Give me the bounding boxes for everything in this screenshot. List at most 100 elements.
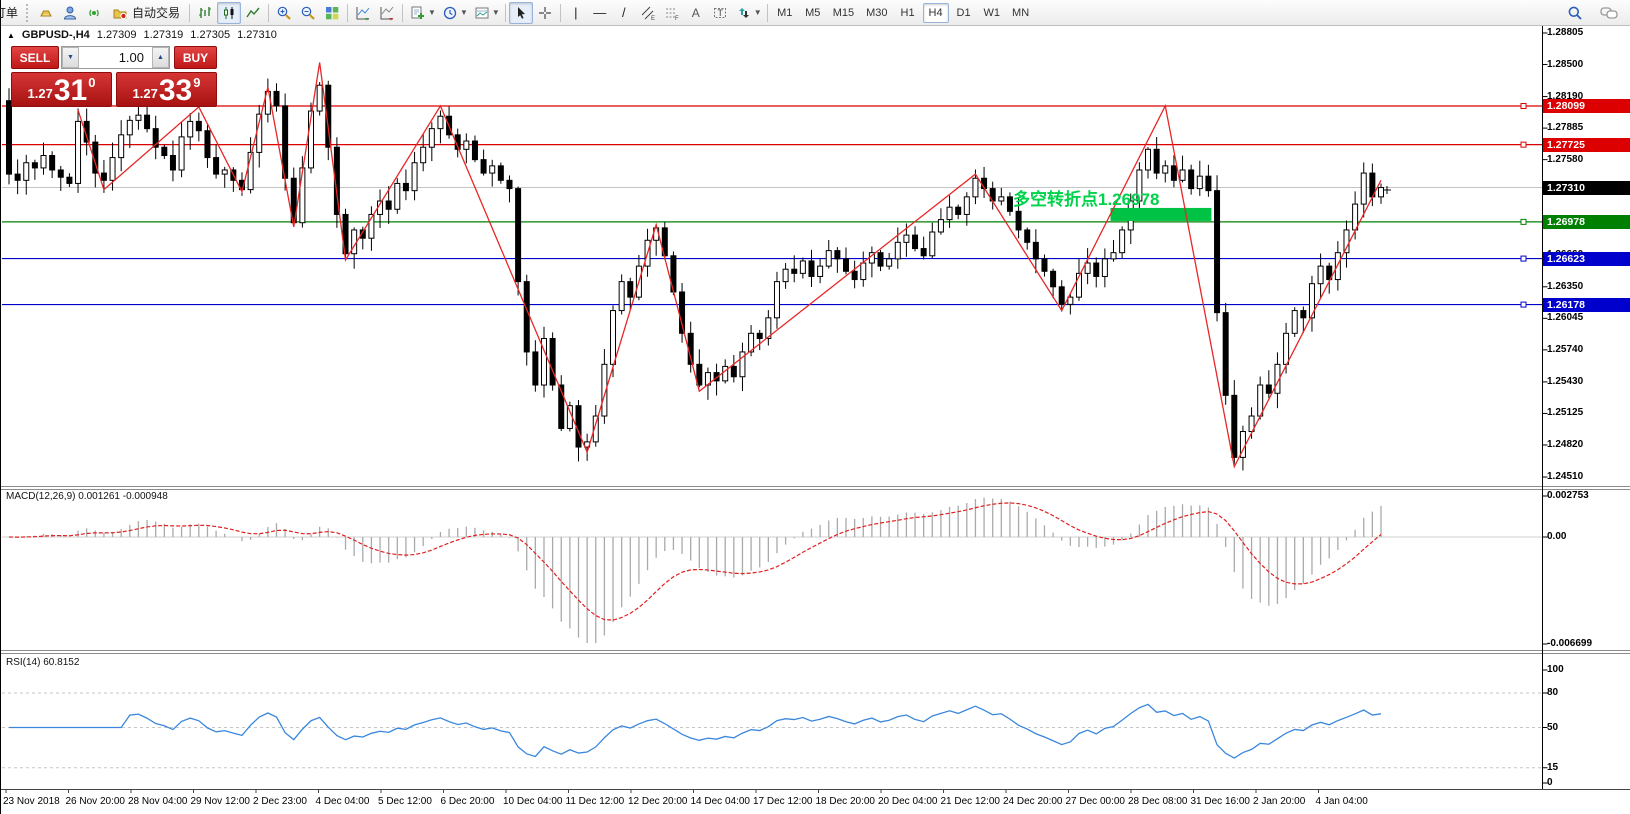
fibonacci-icon[interactable]: F	[660, 2, 684, 24]
one-click-trading-panel: SELL ▼ 1.00 ▲ BUY 1.27 31 0 1.27 33 9	[11, 46, 217, 107]
price-tag: 1.27725	[1543, 137, 1630, 152]
ohlc-low: 1.27305	[190, 29, 231, 41]
user-icon[interactable]	[58, 2, 82, 24]
separator	[347, 3, 349, 22]
signal-icon[interactable]	[82, 2, 106, 24]
trendline-icon[interactable]: /	[621, 5, 626, 20]
time-axis-label: 24 Dec 20:00	[1003, 796, 1063, 807]
time-axis-label: 17 Dec 12:00	[753, 796, 813, 807]
time-axis-label: 2 Jan 20:00	[1253, 796, 1306, 807]
svg-text:T: T	[717, 8, 723, 18]
timeframe-group: M1 M5 M15 M30 H1 H4 D1 W1 MN	[771, 2, 1035, 23]
volume-decrease-button[interactable]: ▼	[62, 47, 79, 68]
symbol-name: GBPUSD-,H4	[21, 29, 90, 41]
price-axis-label: 1.28805	[1547, 27, 1584, 38]
rsi-axis-label: 15	[1547, 761, 1559, 773]
candlestick-chart-icon[interactable]	[217, 1, 242, 24]
cursor-icon[interactable]	[508, 1, 533, 24]
price-tag: 1.27310	[1543, 180, 1630, 195]
separator	[189, 3, 191, 22]
time-axis-label: 4 Jan 04:00	[1315, 796, 1368, 807]
price-tag: 1.26623	[1543, 251, 1630, 266]
time-axis-label: 11 Dec 12:00	[565, 796, 625, 807]
macd-axis-label: -0.006699	[1547, 638, 1593, 649]
macd-axis-label: 0.002753	[1547, 490, 1589, 501]
buy-price-display[interactable]: 1.27 33 9	[116, 72, 217, 107]
autotrade-button[interactable]: 自动交易	[106, 2, 186, 24]
symbol-header: ▲ GBPUSD-,H4 1.27309 1.27319 1.27305 1.2…	[7, 29, 277, 41]
profiles-dropdown[interactable]: ▼	[459, 8, 468, 17]
zoom-in-icon[interactable]	[272, 2, 296, 24]
buy-price-pip: 9	[193, 75, 201, 90]
ohlc-open: 1.27309	[96, 29, 137, 41]
price-axis-label: 1.28190	[1547, 90, 1584, 102]
price-axis-label: 1.26045	[1547, 312, 1584, 324]
timeframe-button-m15[interactable]: M15	[832, 6, 855, 19]
time-axis-label: 18 Dec 20:00	[815, 796, 876, 807]
rsi-value: 60.8152	[43, 657, 80, 668]
text-icon[interactable]: A	[691, 5, 700, 20]
profiles-clock-icon[interactable]	[438, 2, 462, 24]
time-axis-label: 10 Dec 04:00	[503, 796, 563, 807]
ohlc-high: 1.27319	[143, 29, 184, 41]
chat-icon[interactable]	[1597, 2, 1621, 24]
timeframe-button-m5[interactable]: M5	[805, 6, 821, 19]
text-label-icon[interactable]: T	[708, 2, 732, 24]
time-axis-label: 6 Dec 20:00	[440, 796, 495, 807]
shapes-icon[interactable]	[732, 2, 756, 24]
volume-increase-button[interactable]: ▲	[152, 47, 169, 68]
price-tag: 1.28099	[1543, 98, 1630, 113]
line-chart-icon[interactable]	[241, 2, 265, 24]
gold-icon[interactable]	[34, 2, 58, 24]
channel-icon[interactable]: E	[636, 2, 660, 24]
time-axis-label: 29 Nov 12:00	[190, 796, 251, 807]
time-axis-label: 23 Nov 2018	[3, 796, 60, 807]
time-axis-label: 20 Dec 04:00	[878, 796, 938, 807]
timeframe-button-m30[interactable]: M30	[866, 6, 888, 19]
time-axis-label: 5 Dec 12:00	[378, 796, 432, 807]
tile-windows-icon[interactable]	[320, 2, 344, 24]
collapse-chart-icon[interactable]: ▲	[7, 30, 15, 40]
new-chart-icon[interactable]	[406, 2, 430, 24]
macd-name: MACD(12,26,9)	[6, 491, 76, 502]
buy-button[interactable]: BUY	[174, 46, 217, 69]
time-axis-label: 31 Dec 16:00	[1190, 796, 1251, 807]
volume-input[interactable]: 1.00	[118, 50, 144, 65]
price-axis-label: 1.24510	[1547, 471, 1584, 483]
price-axis-label: 1.28500	[1547, 58, 1584, 70]
price-axis-label: 1.25740	[1547, 343, 1584, 355]
sell-price-prefix: 1.27	[27, 86, 53, 101]
bar-chart-icon[interactable]	[193, 2, 217, 24]
svg-text:F: F	[675, 16, 679, 21]
new-chart-dropdown[interactable]: ▼	[428, 8, 436, 17]
shapes-dropdown[interactable]: ▼	[753, 8, 762, 17]
crosshair-icon[interactable]	[533, 2, 557, 24]
vertical-line-icon[interactable]: |	[574, 5, 578, 20]
timeframe-button-h4[interactable]: H4	[922, 2, 949, 23]
svg-text:E: E	[651, 16, 655, 21]
separator	[402, 3, 404, 22]
indicators-window-icon[interactable]	[351, 2, 375, 24]
zoom-out-icon[interactable]	[296, 2, 320, 24]
volume-spinner: ▼ 1.00 ▲	[61, 46, 170, 69]
timeframe-button-mn[interactable]: MN	[1012, 6, 1030, 19]
timeframe-button-w1[interactable]: W1	[983, 6, 1001, 19]
sell-price-display[interactable]: 1.27 31 0	[11, 72, 112, 107]
new-order-button[interactable]: 订单	[0, 6, 19, 20]
indicator-list-icon[interactable]	[375, 2, 399, 24]
template-dropdown[interactable]: ▼	[491, 8, 500, 17]
price-axis-label: 1.27885	[1547, 122, 1584, 134]
time-axis-label: 28 Nov 04:00	[128, 796, 188, 807]
horizontal-line-icon[interactable]: —	[593, 5, 607, 20]
timeframe-button-m1[interactable]: M1	[777, 6, 793, 19]
template-icon[interactable]	[470, 2, 494, 24]
time-axis-label: 12 Dec 20:00	[628, 796, 688, 807]
timeframe-button-d1[interactable]: D1	[956, 6, 971, 19]
sell-button[interactable]: SELL	[11, 46, 59, 69]
ohlc-close: 1.27310	[237, 29, 277, 41]
price-axis-label: 1.27580	[1547, 153, 1584, 165]
timeframe-button-h1[interactable]: H1	[900, 6, 915, 19]
search-icon[interactable]	[1563, 2, 1587, 24]
